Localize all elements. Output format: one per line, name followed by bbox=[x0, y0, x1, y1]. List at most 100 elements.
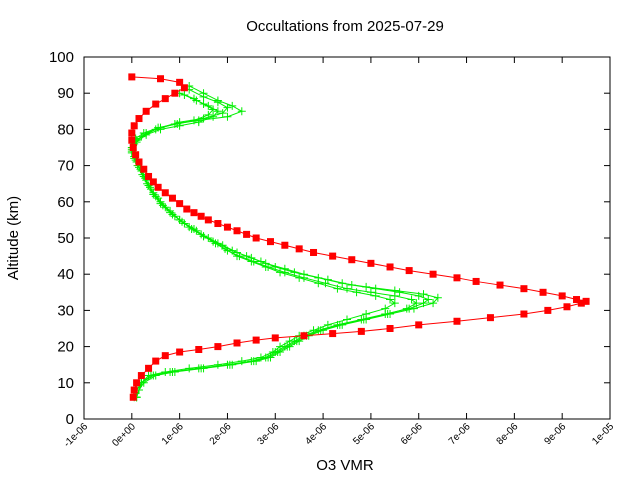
data-point bbox=[128, 73, 136, 81]
x-tick-label: 9e-06 bbox=[542, 421, 568, 447]
data-point bbox=[407, 295, 416, 304]
data-point bbox=[223, 112, 232, 121]
data-point bbox=[233, 227, 241, 235]
data-point bbox=[135, 158, 143, 166]
data-point bbox=[383, 310, 392, 319]
series-line bbox=[131, 92, 396, 398]
data-point bbox=[252, 336, 260, 344]
data-point bbox=[130, 122, 138, 130]
data-point bbox=[486, 314, 494, 322]
data-point bbox=[168, 367, 177, 376]
data-point bbox=[573, 296, 581, 304]
data-point bbox=[235, 252, 244, 261]
data-point bbox=[233, 339, 241, 347]
data-point bbox=[213, 98, 222, 107]
data-point bbox=[429, 270, 437, 278]
data-point bbox=[171, 89, 179, 97]
data-point bbox=[343, 315, 351, 324]
data-point bbox=[152, 100, 160, 108]
data-point bbox=[199, 114, 208, 123]
data-point bbox=[276, 342, 285, 351]
data-point bbox=[128, 129, 136, 137]
data-point bbox=[161, 95, 169, 103]
data-point bbox=[223, 103, 232, 112]
data-point bbox=[412, 299, 421, 308]
data-point bbox=[419, 290, 428, 299]
data-point bbox=[453, 317, 461, 325]
data-point bbox=[415, 321, 423, 329]
data-point bbox=[362, 310, 371, 319]
data-point bbox=[292, 337, 301, 346]
data-point bbox=[213, 107, 222, 116]
data-point bbox=[149, 178, 157, 186]
data-point bbox=[323, 320, 332, 329]
data-point bbox=[256, 353, 265, 362]
data-point bbox=[366, 288, 375, 297]
data-point bbox=[209, 105, 218, 114]
x-tick-label: 4e-06 bbox=[303, 421, 329, 447]
data-point bbox=[395, 288, 404, 297]
data-point bbox=[343, 284, 351, 293]
series-square-4 bbox=[128, 73, 590, 401]
data-point bbox=[214, 220, 222, 228]
series-plus-3 bbox=[127, 91, 421, 402]
data-point bbox=[539, 288, 547, 296]
data-point bbox=[133, 379, 141, 387]
y-axis-label: Altitude (km) bbox=[5, 196, 22, 280]
data-point bbox=[130, 386, 138, 394]
x-tick-label: 2e-06 bbox=[208, 421, 234, 447]
data-point bbox=[192, 96, 201, 105]
data-point bbox=[190, 209, 198, 217]
data-point bbox=[281, 241, 289, 249]
data-point bbox=[189, 224, 198, 233]
data-point bbox=[433, 293, 442, 302]
data-point bbox=[168, 194, 176, 202]
data-point bbox=[357, 327, 365, 335]
data-point bbox=[142, 130, 151, 139]
data-point bbox=[283, 342, 292, 351]
data-point bbox=[386, 295, 395, 304]
data-point bbox=[271, 334, 279, 342]
data-point bbox=[300, 332, 308, 340]
data-point bbox=[213, 360, 222, 369]
data-point bbox=[176, 78, 184, 86]
data-point bbox=[273, 348, 282, 357]
y-tick-label: 60 bbox=[57, 194, 74, 211]
data-point bbox=[558, 292, 566, 300]
data-point bbox=[577, 299, 585, 307]
data-point bbox=[299, 273, 308, 282]
data-point bbox=[316, 326, 325, 335]
data-point bbox=[176, 200, 184, 208]
data-point bbox=[295, 245, 303, 253]
data-point bbox=[405, 267, 413, 275]
x-tick-label: 8e-06 bbox=[495, 421, 521, 447]
y-tick-label: 0 bbox=[66, 411, 74, 428]
data-point bbox=[264, 353, 273, 362]
x-tick-label: 5e-06 bbox=[351, 421, 377, 447]
data-point bbox=[128, 136, 136, 144]
data-point bbox=[195, 345, 203, 353]
data-point bbox=[429, 299, 438, 308]
data-point bbox=[225, 360, 234, 369]
data-point bbox=[285, 337, 294, 346]
chart-title: Occultations from 2025-07-29 bbox=[246, 18, 444, 35]
data-point bbox=[249, 357, 258, 366]
data-point bbox=[520, 285, 528, 293]
data-point bbox=[496, 281, 504, 289]
data-point bbox=[154, 183, 162, 191]
data-point bbox=[157, 75, 165, 83]
data-point bbox=[249, 257, 258, 266]
y-tick-label: 80 bbox=[57, 121, 74, 138]
data-point bbox=[310, 248, 318, 256]
data-point bbox=[223, 246, 232, 255]
data-point bbox=[161, 367, 170, 376]
data-point bbox=[214, 343, 222, 351]
data-point bbox=[140, 165, 148, 173]
data-point bbox=[151, 192, 160, 201]
x-tick-label: 1e-06 bbox=[160, 421, 186, 447]
data-point bbox=[228, 101, 237, 110]
data-point bbox=[194, 118, 203, 127]
data-point bbox=[132, 151, 140, 159]
y-tick-label: 50 bbox=[57, 230, 74, 247]
